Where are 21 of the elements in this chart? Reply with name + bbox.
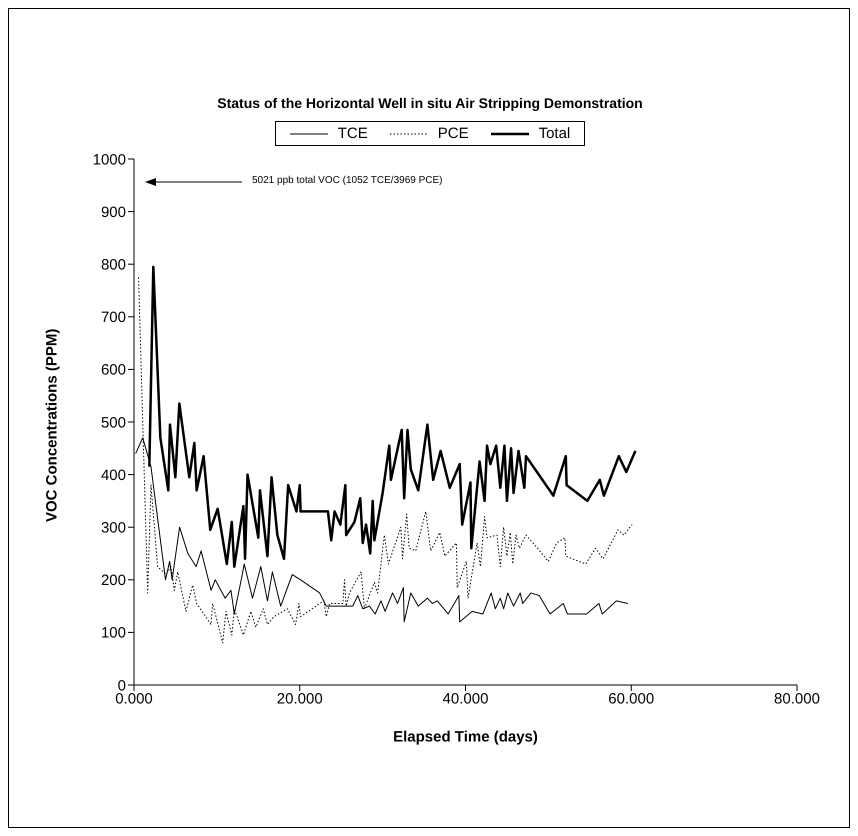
y-tick-label: 900 bbox=[100, 204, 126, 221]
x-tick-label: 60.000 bbox=[608, 690, 654, 708]
annotation: 5021 ppb total VOC (1052 TCE/3969 PCE) bbox=[252, 175, 444, 186]
y-tick-label: 200 bbox=[100, 572, 126, 590]
legend-label: TCE bbox=[338, 125, 368, 142]
x-axis-title: Elapsed Time (days) bbox=[393, 728, 538, 746]
y-tick-label: 800 bbox=[100, 256, 126, 274]
x-tick-label: 20.000 bbox=[276, 690, 323, 708]
x-tick-label: 80.000 bbox=[774, 690, 820, 708]
x-tick-label: 40.000 bbox=[442, 690, 488, 708]
y-tick-label: 100 bbox=[100, 624, 126, 642]
legend-label: Total bbox=[538, 125, 570, 142]
y-axis-title: VOC Concentrations (PPM) bbox=[43, 328, 60, 522]
legend-label: PCE bbox=[438, 125, 469, 142]
y-tick-label: 400 bbox=[100, 466, 126, 484]
y-tick-label: 300 bbox=[100, 520, 126, 537]
y-tick-label: 500 bbox=[100, 414, 126, 432]
chart-title: Status of the Horizontal Well in situ Air Stripping Demonstration bbox=[216, 95, 644, 111]
y-tick-label: 600 bbox=[100, 362, 126, 379]
y-tick-label: 1000 bbox=[92, 151, 126, 168]
y-tick-label: 700 bbox=[100, 309, 126, 326]
